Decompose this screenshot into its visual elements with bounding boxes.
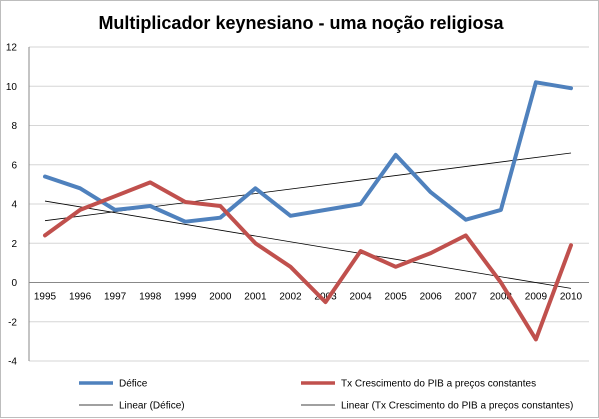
legend-label: Défice bbox=[119, 379, 148, 390]
chart-title: Multiplicador keynesiano - uma noção rel… bbox=[98, 13, 504, 33]
x-tick-label: 2006 bbox=[420, 292, 443, 303]
legend: Défice Tx Crescimento do PIB a preços con… bbox=[79, 379, 573, 412]
y-tick-label: 10 bbox=[6, 82, 18, 93]
x-tick-label: 2008 bbox=[490, 292, 513, 303]
series-line bbox=[43, 180, 573, 342]
y-tick-label: -2 bbox=[8, 317, 17, 328]
trendline bbox=[44, 200, 572, 289]
x-tick-label: 1998 bbox=[139, 292, 162, 303]
y-tick-label: 0 bbox=[11, 278, 17, 289]
x-tick-label: 1997 bbox=[104, 292, 127, 303]
x-tick-label: 1996 bbox=[69, 292, 92, 303]
x-tick-label: 2000 bbox=[209, 292, 232, 303]
x-tick-label: 2003 bbox=[314, 292, 337, 303]
x-axis-ticks: 1995 1996 1997 1998 1999 2000 2001 2002 2003 2004… bbox=[34, 292, 583, 303]
y-axis-ticks: -4 -2 0 2 4 6 8 10 12 bbox=[6, 43, 18, 368]
y-tick-label: 12 bbox=[6, 43, 18, 54]
x-tick-label: 2002 bbox=[279, 292, 302, 303]
x-tick-label: 1995 bbox=[34, 292, 57, 303]
series-lines bbox=[43, 80, 573, 342]
x-tick-label: 2010 bbox=[560, 292, 583, 303]
x-tick-label: 2009 bbox=[525, 292, 548, 303]
y-tick-label: -4 bbox=[8, 357, 17, 368]
y-tick-label: 6 bbox=[11, 160, 17, 171]
series-line bbox=[43, 80, 573, 224]
x-tick-label: 2005 bbox=[385, 292, 408, 303]
y-tick-label: 8 bbox=[11, 121, 17, 132]
x-tick-label: 2004 bbox=[349, 292, 372, 303]
x-tick-label: 1999 bbox=[174, 292, 197, 303]
grid bbox=[28, 46, 589, 362]
y-tick-label: 4 bbox=[11, 200, 17, 211]
x-tick-label: 2007 bbox=[455, 292, 478, 303]
legend-label: Linear (Tx Crescimento do PIB a preços c… bbox=[341, 401, 573, 412]
legend-label: Linear (Défice) bbox=[119, 401, 185, 412]
y-tick-label: 2 bbox=[11, 239, 17, 250]
legend-label: Tx Crescimento do PIB a preços constante… bbox=[341, 379, 536, 390]
x-tick-label: 2001 bbox=[244, 292, 267, 303]
